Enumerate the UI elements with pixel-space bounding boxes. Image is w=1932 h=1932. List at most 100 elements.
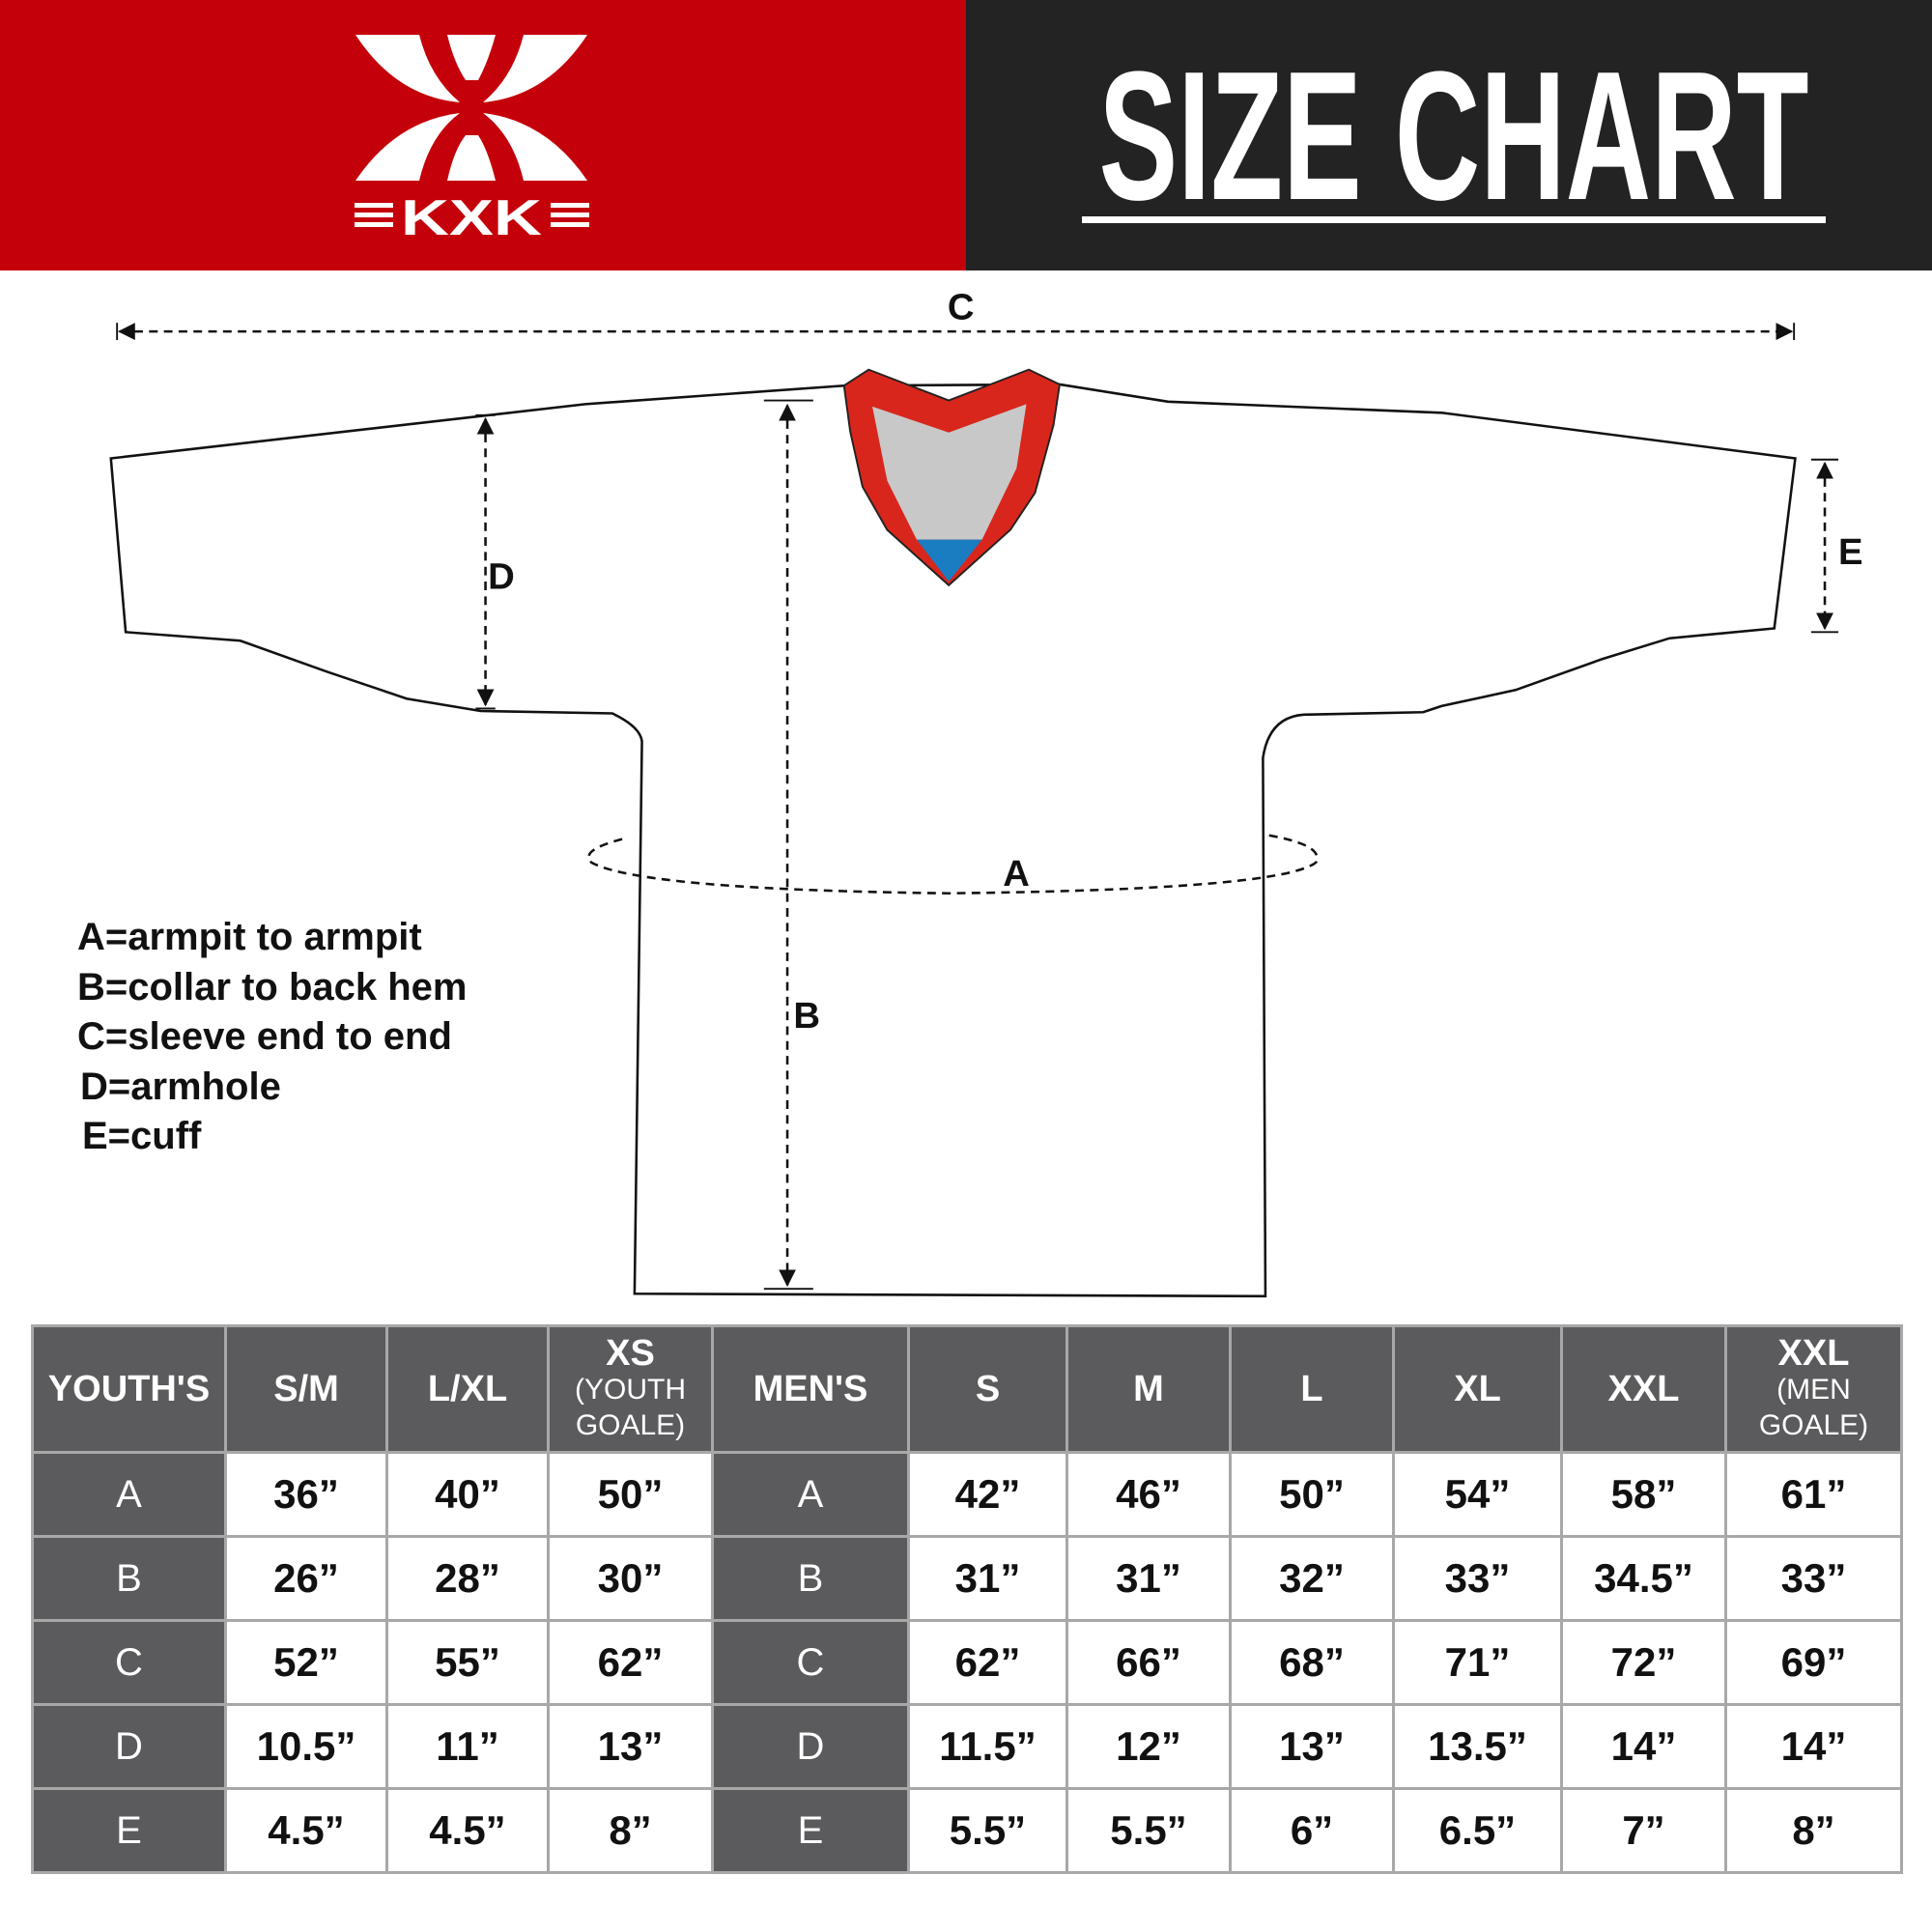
page-title-wrap: SIZE CHART — [1099, 37, 1809, 220]
measurement-cell: 13” — [547, 1703, 714, 1790]
row-header-cell: B — [31, 1535, 227, 1622]
column-header-sublabel: (MEN GOALE) — [1758, 1374, 1869, 1441]
measurement-cell: 31” — [907, 1535, 1068, 1622]
column-header-label: L/XL — [427, 1369, 508, 1409]
page-title: SIZE CHART — [1099, 37, 1809, 220]
table-row: E 4.5” 4.5” 8” E 5.5” 5.5” 6” 6.5” 7” 8” — [31, 1787, 1903, 1874]
column-header-label: XS — [606, 1333, 655, 1374]
column-header: S — [907, 1324, 1068, 1454]
column-header-label: MEN'S — [753, 1369, 868, 1409]
measurement-cell: 61” — [1724, 1451, 1903, 1538]
measurement-cell: 50” — [547, 1451, 714, 1538]
measurement-cell: 4.5” — [224, 1787, 388, 1874]
measurement-cell: 69” — [1724, 1619, 1903, 1706]
measurement-cell: 46” — [1065, 1451, 1232, 1538]
label-e: E — [1838, 531, 1863, 573]
legend-item-b: B=collar to back hem — [77, 965, 468, 1009]
legend-item-e: E=cuff — [82, 1115, 202, 1157]
measurement-cell: 55” — [385, 1619, 550, 1706]
column-header-label: L — [1300, 1369, 1323, 1409]
header-title-panel — [966, 0, 1932, 270]
measurement-cell: 54” — [1392, 1451, 1563, 1538]
row-header-cell: E — [31, 1787, 227, 1874]
collar-inner — [872, 404, 1027, 540]
legend-item-c: C=sleeve end to end — [77, 1015, 452, 1058]
measurement-cell: 50” — [1229, 1451, 1395, 1538]
column-header-label: YOUTH'S — [47, 1369, 211, 1409]
measurement-cell: 33” — [1724, 1535, 1903, 1622]
column-header: XXL — [1560, 1324, 1727, 1454]
measurement-cell: 36” — [224, 1451, 388, 1538]
table-row: D 10.5” 11” 13” D 11.5” 12” 13” 13.5” 14” 14” — [31, 1703, 1903, 1790]
measurement-cell: 26” — [224, 1535, 388, 1622]
row-header-cell: A — [711, 1451, 910, 1538]
measurement-cell: 8” — [1724, 1787, 1903, 1874]
measurement-cell: 62” — [907, 1619, 1068, 1706]
measurement-cell: 72” — [1560, 1619, 1727, 1706]
legend-item-d: D=armhole — [80, 1065, 281, 1108]
measurement-cell: 13” — [1229, 1703, 1395, 1790]
measurement-cell: 8” — [547, 1787, 714, 1874]
column-header-label: S/M — [273, 1369, 339, 1409]
column-header: S/M — [224, 1324, 388, 1454]
row-header-cell: B — [711, 1535, 910, 1622]
row-header-cell: D — [31, 1703, 227, 1790]
row-header-cell: D — [711, 1703, 910, 1790]
measurement-cell: 34.5” — [1560, 1535, 1727, 1622]
row-header-cell: C — [31, 1619, 227, 1706]
logo-text: KXK — [401, 190, 543, 246]
measurement-cell: 14” — [1560, 1703, 1727, 1790]
measurement-cell: 62” — [547, 1619, 714, 1706]
table-row: B 26” 28” 30” B 31” 31” 32” 33” 34.5” 33” — [31, 1535, 1903, 1622]
measurement-cell: 13.5” — [1392, 1703, 1563, 1790]
column-header: M — [1065, 1324, 1232, 1454]
column-header: L — [1229, 1324, 1395, 1454]
column-header-sublabel: (YOUTH GOALE) — [575, 1374, 686, 1441]
column-header: L/XL — [385, 1324, 550, 1454]
measurement-cell: 12” — [1065, 1703, 1232, 1790]
measurement-cell: 31” — [1065, 1535, 1232, 1622]
column-header-label: XXL — [1607, 1369, 1680, 1409]
measurement-cell: 11.5” — [907, 1703, 1068, 1790]
size-table: YOUTH'S S/M L/XL XS (YOUTH GOALE) MEN'S S M L XL X… — [31, 1324, 1903, 1874]
label-c: C — [948, 286, 975, 327]
measurement-cell: 33” — [1392, 1535, 1563, 1622]
column-header-label: M — [1133, 1369, 1164, 1409]
title-underline — [1082, 216, 1826, 223]
column-header-label: XXL — [1777, 1333, 1850, 1374]
measurement-cell: 66” — [1065, 1619, 1232, 1706]
column-header: XXL (MEN GOALE) — [1724, 1324, 1903, 1454]
legend-item-a: A=armpit to armpit — [77, 916, 422, 958]
label-d: D — [488, 556, 515, 598]
dimension-a-line — [587, 834, 1319, 895]
label-b: B — [793, 995, 820, 1037]
column-header: XL — [1392, 1324, 1563, 1454]
measurement-cell: 68” — [1229, 1619, 1395, 1706]
measurement-cell: 6.5” — [1392, 1787, 1563, 1874]
row-header-cell: C — [711, 1619, 910, 1706]
label-a: A — [1003, 853, 1030, 895]
measurement-cell: 11” — [385, 1703, 550, 1790]
kxk-logo: KXK — [355, 35, 589, 246]
measurement-legend: A=armpit to armpit B=collar to back hem … — [77, 913, 618, 1162]
measurement-cell: 71” — [1392, 1619, 1563, 1706]
column-header: MEN'S — [711, 1324, 910, 1454]
measurement-cell: 14” — [1724, 1703, 1903, 1790]
table-row: C 52” 55” 62” C 62” 66” 68” 71” 72” 69” — [31, 1619, 1903, 1706]
column-header-label: S — [975, 1369, 1001, 1409]
column-header: XS (YOUTH GOALE) — [547, 1324, 714, 1454]
measurement-cell: 32” — [1229, 1535, 1395, 1622]
measurement-cell: 52” — [224, 1619, 388, 1706]
column-header: YOUTH'S — [31, 1324, 227, 1454]
jersey-outline — [109, 383, 1797, 1298]
column-header-label: XL — [1454, 1369, 1501, 1409]
row-header-cell: E — [711, 1787, 910, 1874]
table-header-row: YOUTH'S S/M L/XL XS (YOUTH GOALE) MEN'S S M L XL X… — [31, 1324, 1903, 1454]
measurement-cell: 30” — [547, 1535, 714, 1622]
measurement-cell: 4.5” — [385, 1787, 550, 1874]
table-row: A 36” 40” 50” A 42” 46” 50” 54” 58” 61” — [31, 1451, 1903, 1538]
measurement-cell: 6” — [1229, 1787, 1395, 1874]
measurement-cell: 5.5” — [907, 1787, 1068, 1874]
measurement-cell: 28” — [385, 1535, 550, 1622]
